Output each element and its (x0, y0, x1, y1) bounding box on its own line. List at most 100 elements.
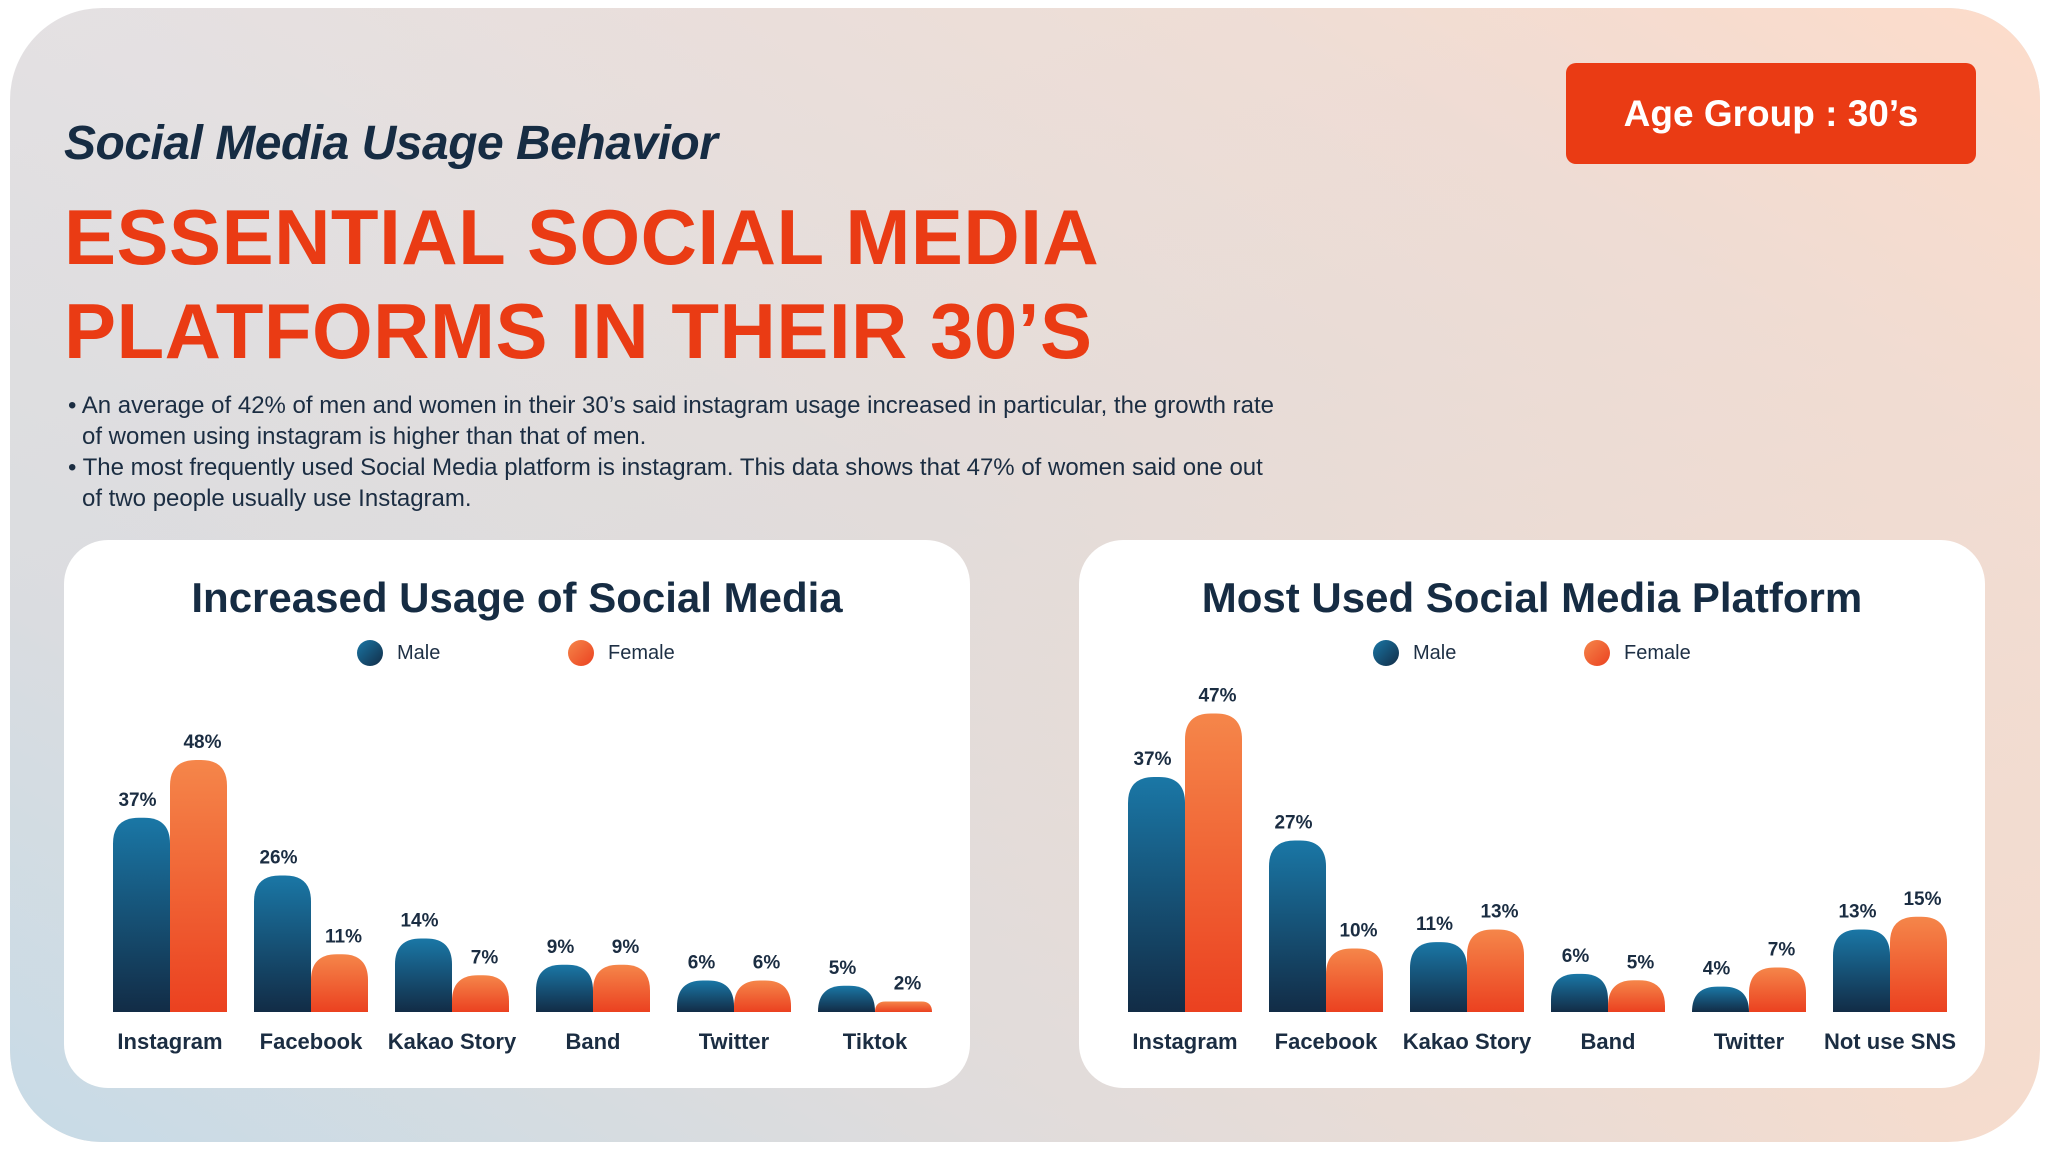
bar-group: 37% 47% Instagram (1128, 686, 1242, 1054)
bar-female (1467, 929, 1524, 1012)
category-label: Twitter (1714, 1029, 1785, 1054)
bar-group: 6% 5% Band (1551, 946, 1665, 1054)
value-label-male: 4% (1703, 959, 1731, 980)
bar-male (1692, 986, 1749, 1012)
legend-item-female: Female (568, 640, 675, 666)
bar-female (1749, 967, 1806, 1012)
bar-female (875, 1001, 932, 1012)
value-label-male: 26% (259, 848, 297, 869)
bar-female (593, 964, 650, 1012)
bar-group: 9% 9% Band (536, 937, 650, 1054)
bar-male (1128, 777, 1185, 1012)
value-label-female: 13% (1480, 901, 1518, 922)
bar-group: 11% 13% Kakao Story (1403, 901, 1532, 1054)
bar-group: 4% 7% Twitter (1692, 940, 1806, 1054)
bar-male (1410, 942, 1467, 1012)
bar-female (170, 760, 227, 1012)
category-label: Twitter (699, 1029, 770, 1054)
legend-dot-female-icon (1584, 640, 1610, 666)
category-label: Facebook (1275, 1029, 1378, 1054)
bar-female (1890, 916, 1947, 1012)
legend-label: Female (608, 641, 675, 664)
bar-male (1551, 973, 1608, 1012)
value-label-male: 37% (118, 790, 156, 811)
category-label: Kakao Story (388, 1029, 517, 1054)
value-label-male: 5% (829, 958, 857, 979)
value-label-female: 15% (1903, 889, 1941, 910)
bar-female (311, 954, 368, 1012)
value-label-male: 37% (1133, 749, 1171, 770)
bar-male (1269, 840, 1326, 1012)
value-label-female: 7% (471, 947, 499, 968)
chart-legend: Male Female (64, 640, 970, 670)
value-label-male: 13% (1838, 901, 1876, 922)
legend-label: Female (1624, 641, 1691, 664)
page-headline: ESSENTIAL SOCIAL MEDIA PLATFORMS IN THEI… (64, 190, 1099, 378)
headline-line-2: PLATFORMS IN THEIR 30’S (64, 287, 1093, 375)
value-label-female: 6% (753, 953, 781, 974)
section-subtitle: Social Media Usage Behavior (64, 117, 718, 170)
value-label-male: 27% (1274, 813, 1312, 834)
value-label-female: 2% (894, 974, 922, 995)
bar-male (818, 985, 875, 1012)
increased-usage-panel: Increased Usage of Social Media Male Fem… (64, 540, 970, 1088)
bar-male (536, 964, 593, 1012)
bar-female (1608, 980, 1665, 1012)
category-label: Band (566, 1029, 621, 1054)
bar-group: 26% 11% Facebook (254, 848, 368, 1054)
value-label-male: 6% (1562, 946, 1590, 967)
value-label-female: 47% (1198, 686, 1236, 707)
age-group-badge: Age Group : 30’s (1566, 63, 1976, 164)
category-label: Band (1581, 1029, 1636, 1054)
bar-female (452, 975, 509, 1012)
bar-female (1185, 713, 1242, 1012)
bar-male (677, 980, 734, 1012)
bar-group: 13% 15% Not use SNS (1824, 889, 1956, 1054)
value-label-male: 9% (547, 937, 575, 958)
summary-bullet: An average of 42% of men and women in th… (62, 390, 1282, 452)
category-label: Kakao Story (1403, 1029, 1532, 1054)
bar-female (1326, 948, 1383, 1012)
bar-group: 6% 6% Twitter (677, 953, 791, 1054)
headline-line-1: ESSENTIAL SOCIAL MEDIA (64, 193, 1100, 281)
legend-label: Male (397, 641, 441, 664)
category-label: Tiktok (843, 1029, 908, 1054)
legend-label: Male (1413, 641, 1457, 664)
value-label-female: 9% (612, 937, 640, 958)
chart-title: Increased Usage of Social Media (191, 574, 843, 621)
category-label: Facebook (260, 1029, 363, 1054)
value-label-female: 7% (1768, 940, 1796, 961)
value-label-male: 11% (1416, 914, 1453, 935)
value-label-female: 5% (1627, 952, 1655, 973)
bar-group: 14% 7% Kakao Story (388, 911, 517, 1055)
category-label: Instagram (1132, 1029, 1237, 1054)
bar-male (395, 938, 452, 1012)
summary-bullet: The most frequently used Social Media pl… (62, 452, 1282, 514)
bar-male (113, 817, 170, 1012)
chart-title: Most Used Social Media Platform (1201, 574, 1863, 621)
most-used-panel: Most Used Social Media Platform Male Fem… (1079, 540, 1985, 1088)
legend-item-female: Female (1584, 640, 1691, 666)
legend-dot-male-icon (1373, 640, 1399, 666)
bar-male (1833, 929, 1890, 1012)
value-label-female: 10% (1339, 921, 1377, 942)
category-label: Not use SNS (1824, 1029, 1956, 1054)
value-label-female: 11% (325, 926, 362, 947)
bar-male (254, 875, 311, 1012)
bar-female (734, 980, 791, 1012)
bar-group: 37% 48% Instagram (113, 732, 227, 1054)
chart-legend: Male Female (1079, 640, 1985, 670)
value-label-male: 6% (688, 953, 716, 974)
legend-dot-male-icon (357, 640, 383, 666)
most-used-chart: 37% 47% Instagram 27% 10% Facebook 11% 13% Kakao… (1128, 686, 1956, 1054)
bar-group: 27% 10% Facebook (1269, 813, 1383, 1054)
category-label: Instagram (117, 1029, 222, 1054)
increased-usage-chart: 37% 48% Instagram 26% 11% Facebook 14% 7% Kakao … (113, 732, 932, 1055)
legend-dot-female-icon (568, 640, 594, 666)
value-label-male: 14% (400, 911, 438, 932)
legend-item-male: Male (357, 640, 440, 666)
bar-group: 5% 2% Tiktok (818, 958, 932, 1054)
value-label-female: 48% (183, 732, 221, 753)
summary-bullets: An average of 42% of men and women in th… (62, 390, 1282, 514)
legend-item-male: Male (1373, 640, 1456, 666)
